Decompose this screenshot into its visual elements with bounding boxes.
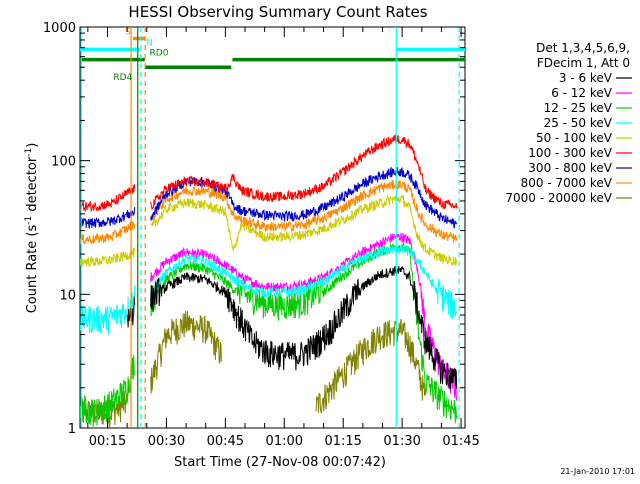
- legend-label: 300 - 800 keV: [528, 161, 612, 175]
- series-line: [80, 166, 458, 229]
- series-line: [80, 194, 458, 268]
- footer-date: 21-Jan-2010 17:01: [560, 467, 635, 476]
- legend-label: 6 - 12 keV: [551, 86, 613, 100]
- y-axis-label-part: ): [25, 143, 40, 148]
- y-tick-label: 1000: [43, 21, 76, 36]
- legend-label: 100 - 300 keV: [528, 146, 612, 160]
- legend-header-line: FDecim 1, Att 0: [537, 56, 630, 70]
- x-tick-label: 00:45: [207, 434, 244, 449]
- x-tick-label: 01:15: [324, 434, 361, 449]
- series-line: [80, 242, 458, 335]
- x-tick-label: 01:45: [442, 434, 479, 449]
- flag-label: RD4: [113, 73, 132, 83]
- y-axis-label-superscript: -1: [24, 148, 34, 157]
- legend-label: 800 - 7000 keV: [521, 176, 613, 190]
- flag-label: S: [125, 28, 131, 38]
- series-line: [80, 179, 458, 245]
- flag-label: N: [146, 38, 153, 48]
- x-tick-label: 00:30: [148, 434, 185, 449]
- legend-label: 12 - 25 keV: [544, 101, 613, 115]
- y-tick-label: 1: [68, 422, 76, 437]
- flag-label: RD0: [150, 49, 169, 59]
- y-axis-label-part: detector: [25, 156, 40, 216]
- plot-frame: [79, 26, 466, 429]
- y-tick-label: 10: [59, 288, 76, 303]
- data-layer: [80, 27, 465, 428]
- legend-label: 7000 - 20000 keV: [505, 191, 612, 205]
- x-tick-label: 00:15: [89, 434, 126, 449]
- x-tick-label: 01:30: [383, 434, 420, 449]
- series-line: [127, 265, 458, 390]
- x-tick-label: 01:00: [266, 434, 303, 449]
- legend-label: 50 - 100 keV: [536, 131, 613, 145]
- series-line: [80, 134, 458, 212]
- y-axis-label-superscript: -1: [24, 216, 34, 225]
- legend-label: 25 - 50 keV: [544, 116, 613, 130]
- legend-label: 3 - 6 keV: [559, 71, 613, 85]
- x-axis-label: Start Time (27-Nov-08 00:07:42): [174, 455, 386, 470]
- y-axis-label: Count Rate (s-1 detector-1): [24, 143, 40, 314]
- series-line: [150, 232, 458, 401]
- legend-header-line: Det 1,3,4,5,6,9,: [536, 41, 630, 55]
- chart-title: HESSI Observing Summary Count Rates: [128, 3, 427, 21]
- y-tick-label: 100: [51, 155, 76, 170]
- y-axis-label-part: Count Rate (s: [25, 225, 40, 314]
